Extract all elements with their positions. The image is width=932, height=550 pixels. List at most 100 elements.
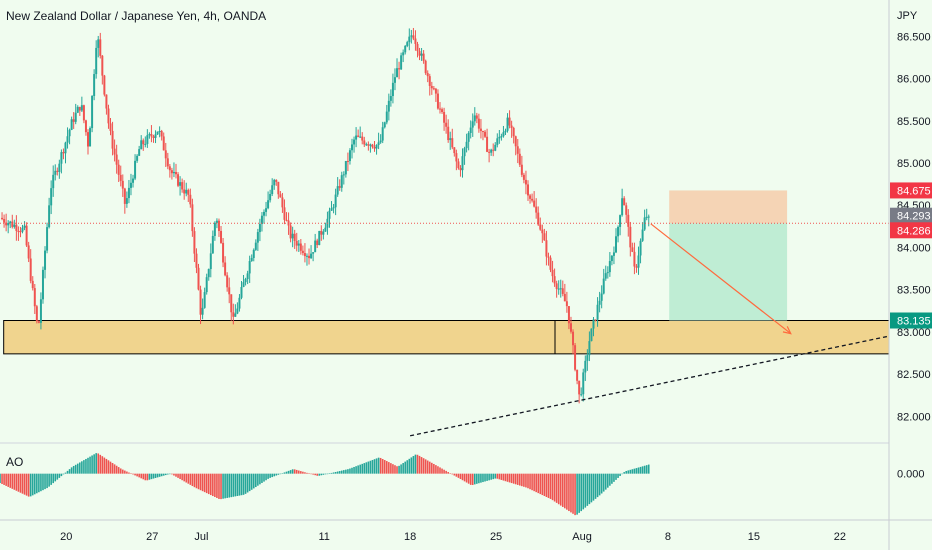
ao-bar	[199, 473, 202, 491]
ao-bar	[101, 456, 104, 474]
candle	[242, 282, 245, 288]
ao-bar	[252, 473, 255, 489]
candle	[647, 216, 650, 218]
ao-bar	[267, 473, 269, 479]
ao-bar	[523, 473, 525, 487]
candle	[578, 380, 581, 395]
candle	[400, 55, 403, 70]
candle	[371, 144, 374, 147]
candle	[459, 168, 462, 171]
candle	[469, 127, 472, 133]
ao-bar	[293, 469, 296, 474]
candle	[461, 156, 464, 171]
ao-bar	[424, 459, 427, 474]
candle	[346, 160, 349, 162]
ao-bar	[600, 473, 603, 494]
ao-bar	[617, 473, 619, 478]
candle	[512, 127, 515, 137]
ao-bar	[19, 473, 22, 493]
ao-bar	[121, 469, 124, 474]
candle	[76, 106, 79, 113]
ao-bar	[639, 466, 642, 474]
ao-bar	[559, 473, 562, 506]
ao-bar	[588, 473, 591, 505]
ao-bar	[336, 471, 339, 474]
candle	[481, 131, 484, 133]
candle	[576, 369, 579, 381]
candle	[23, 225, 26, 228]
ao-bar	[136, 473, 138, 477]
x-tick-label: 22	[834, 531, 846, 543]
candle	[545, 240, 548, 257]
ao-bar	[21, 473, 24, 494]
ao-bar	[277, 473, 280, 475]
candle	[555, 283, 558, 289]
stop-loss-area[interactable]	[669, 190, 788, 224]
ao-bar	[439, 467, 441, 474]
ao-bar	[445, 470, 447, 474]
candle	[588, 341, 591, 356]
candle	[156, 131, 159, 135]
ao-bar	[578, 473, 580, 513]
ao-bar	[234, 473, 237, 497]
ao-bar	[388, 462, 390, 474]
ao-bar	[158, 473, 161, 477]
ao-bar	[175, 473, 177, 477]
ao-bar	[81, 461, 83, 474]
candle	[136, 155, 139, 161]
candle	[312, 252, 315, 254]
candle	[91, 95, 94, 129]
ao-bar	[29, 473, 32, 497]
candle	[488, 151, 491, 153]
candle	[551, 269, 554, 277]
ao-bar	[289, 470, 292, 474]
candle	[477, 118, 480, 129]
ao-bar	[334, 471, 337, 474]
ao-bar	[40, 473, 42, 492]
ao-bar	[318, 473, 321, 476]
ao-bar	[189, 473, 192, 485]
candle	[301, 250, 304, 254]
take-profit-area[interactable]	[669, 223, 788, 321]
candle	[58, 163, 61, 172]
candle	[338, 186, 341, 188]
ao-bar	[126, 471, 128, 474]
ao-bar	[228, 473, 231, 498]
ao-bar	[130, 473, 132, 474]
y-tick-label: 86.500	[897, 31, 931, 43]
candle	[54, 170, 57, 175]
ao-bar	[95, 453, 97, 474]
candle	[479, 128, 482, 132]
price-badge	[890, 222, 932, 239]
candle	[119, 174, 122, 181]
candle	[191, 204, 194, 232]
ao-bar	[645, 465, 648, 474]
candle	[445, 122, 448, 127]
ao-bar	[128, 472, 130, 474]
candle	[621, 198, 624, 216]
ao-bar	[625, 470, 628, 474]
candle	[117, 164, 120, 175]
ao-bar	[171, 473, 173, 475]
ao-bar	[54, 473, 57, 482]
ao-bar	[17, 473, 20, 492]
candle	[373, 146, 376, 149]
candle	[246, 273, 249, 280]
ao-bar	[467, 473, 470, 484]
candle	[438, 108, 441, 110]
ao-bar	[87, 457, 89, 474]
candle	[416, 43, 419, 52]
ao-bar	[255, 473, 257, 488]
ao-bar	[83, 460, 85, 474]
ao-bar	[623, 472, 625, 474]
candle	[226, 275, 229, 288]
ao-bar	[437, 466, 439, 474]
ao-bar	[197, 473, 200, 490]
ao-bar	[64, 472, 67, 474]
ao-bar	[486, 473, 488, 481]
candle	[344, 160, 347, 175]
candle	[172, 172, 175, 174]
ao-bar	[392, 464, 394, 474]
short-position-tool[interactable]	[669, 190, 788, 321]
